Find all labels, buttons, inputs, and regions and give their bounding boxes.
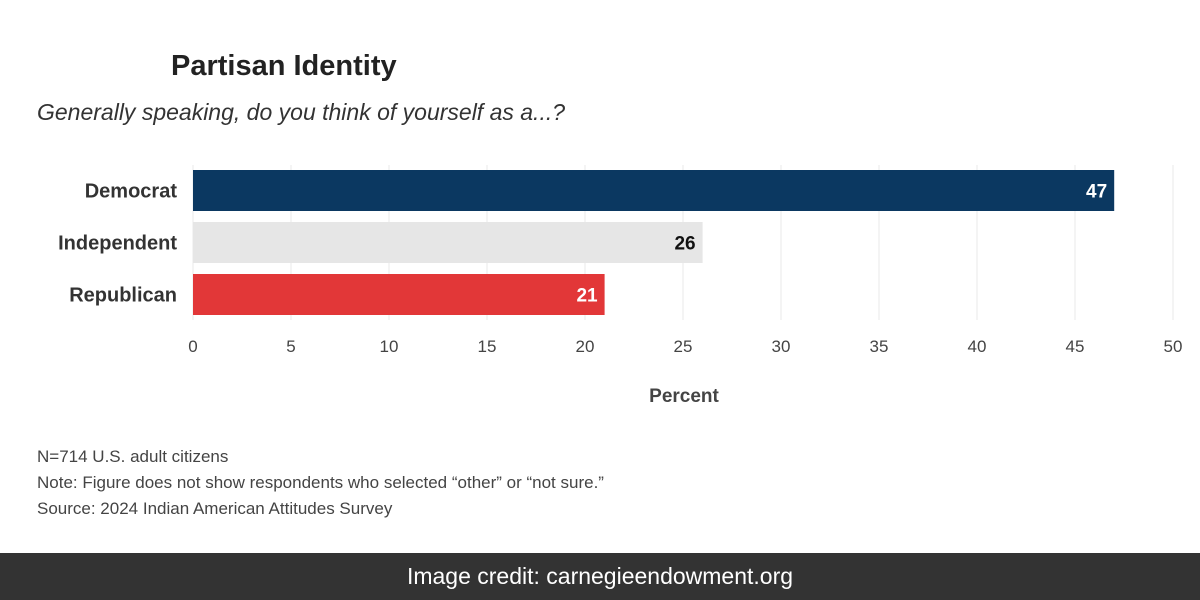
- chart-subtitle: Generally speaking, do you think of your…: [37, 99, 566, 125]
- bar-republican: [193, 274, 605, 315]
- x-tick-label-50: 50: [1164, 337, 1183, 356]
- x-tick-label-0: 0: [188, 337, 197, 356]
- x-tick-label-40: 40: [968, 337, 987, 356]
- x-tick-label-25: 25: [674, 337, 693, 356]
- x-tick-label-10: 10: [380, 337, 399, 356]
- value-label-democrat: 47: [1086, 182, 1107, 203]
- image-credit-bar: Image credit: carnegieendowment.org: [0, 553, 1200, 600]
- x-tick-label-45: 45: [1066, 337, 1085, 356]
- x-tick-label-15: 15: [478, 337, 497, 356]
- x-tick-label-35: 35: [870, 337, 889, 356]
- sample-size-note: N=714 U.S. adult citizens: [37, 447, 229, 466]
- bar-democrat: [193, 170, 1115, 211]
- value-label-republican: 21: [576, 286, 598, 307]
- bar-independent: [193, 222, 703, 263]
- x-tick-label-30: 30: [772, 337, 791, 356]
- category-label-republican: Republican: [69, 285, 177, 307]
- x-tick-label-5: 5: [286, 337, 295, 356]
- value-label-independent: 26: [674, 234, 695, 255]
- chart-notes: N=714 U.S. adult citizens Note: Figure d…: [37, 444, 604, 522]
- exclusion-note: Note: Figure does not show respondents w…: [37, 473, 604, 492]
- source-note: Source: 2024 Indian American Attitudes S…: [37, 499, 393, 518]
- x-tick-label-20: 20: [576, 337, 595, 356]
- chart-title: Partisan Identity: [171, 50, 397, 82]
- category-label-independent: Independent: [58, 233, 177, 255]
- category-label-democrat: Democrat: [85, 181, 178, 203]
- image-credit-text: Image credit: carnegieendowment.org: [406, 563, 794, 589]
- x-axis-title: Percent: [649, 386, 719, 407]
